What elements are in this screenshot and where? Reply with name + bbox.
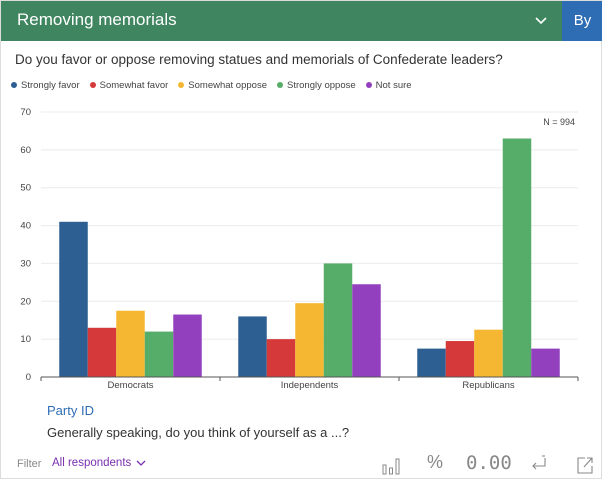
legend-swatch [89, 82, 96, 88]
filter-value: All respondents [52, 457, 132, 469]
bar[interactable] [474, 329, 503, 377]
bar[interactable] [323, 263, 353, 377]
percent-toggle[interactable]: % [427, 452, 444, 472]
bar[interactable] [266, 339, 296, 377]
footer-toolbar: Filter All respondents % 0.00 [1, 450, 602, 480]
bar[interactable] [445, 341, 475, 377]
bar[interactable] [173, 314, 202, 377]
y-tick-label: 10 [20, 334, 31, 345]
filter-label: Filter [17, 458, 42, 470]
chart-title: Removing memorials [17, 10, 177, 29]
expand-icon[interactable] [575, 454, 595, 476]
bar[interactable] [502, 138, 532, 378]
transpose-icon[interactable] [529, 454, 549, 476]
legend-item-strongly-oppose[interactable]: Strongly oppose [276, 79, 356, 91]
bar[interactable] [531, 348, 560, 377]
x-tick-label: Independents [281, 380, 339, 391]
chart-legend: Strongly favor Somewhat favor Somewhat o… [11, 78, 422, 92]
legend-item-strongly-favor[interactable]: Strongly favor [11, 80, 80, 91]
y-tick-label: 20 [20, 296, 31, 307]
y-tick-label: 30 [20, 258, 31, 269]
legend-swatch [178, 82, 185, 88]
filter-dropdown[interactable]: All respondents [52, 457, 146, 469]
legend-label: Strongly favor [21, 79, 80, 91]
legend-label: Somewhat favor [99, 79, 169, 91]
decimals-toggle[interactable]: 0.00 [466, 452, 512, 474]
bar[interactable] [417, 348, 446, 377]
legend-label: Somewhat oppose [188, 79, 267, 91]
y-tick-label: 50 [20, 183, 31, 194]
chevron-down-icon [136, 460, 146, 466]
bar[interactable] [352, 284, 381, 377]
y-tick-label: 40 [20, 221, 31, 232]
legend-swatch [365, 82, 372, 88]
legend-item-somewhat-favor[interactable]: Somewhat favor [89, 79, 169, 91]
bar-chart: 0 10 20 30 40 50 60 70 N = 994 Democrats Independe… [20, 107, 579, 391]
bar[interactable] [59, 221, 88, 377]
legend-swatch [11, 82, 17, 88]
legend-label: Strongly oppose [286, 79, 356, 91]
chevron-down-icon[interactable] [531, 11, 551, 31]
x-axis-title-link[interactable]: Party ID [47, 403, 94, 418]
y-tick-label: 60 [20, 145, 31, 156]
x-tick-label: Republicans [462, 380, 515, 391]
bar[interactable] [144, 331, 174, 377]
x-tick-label: Democrats [108, 380, 154, 391]
legend-item-somewhat-oppose[interactable]: Somewhat oppose [178, 80, 267, 91]
legend-swatch [276, 82, 283, 88]
bar[interactable] [87, 327, 117, 377]
bar-chart-icon[interactable] [381, 454, 401, 476]
legend-label: Not sure [375, 79, 412, 91]
legend-item-not-sure[interactable]: Not sure [365, 79, 412, 91]
card-header: Removing memorials By [1, 1, 602, 41]
bar[interactable] [238, 316, 267, 377]
by-button[interactable]: By [562, 1, 602, 41]
y-tick-label: 70 [20, 107, 31, 118]
y-tick-label: 0 [26, 372, 31, 383]
bar[interactable] [295, 303, 324, 377]
bar[interactable] [116, 310, 145, 377]
x-axis-subtitle: Generally speaking, do you think of your… [47, 425, 350, 440]
question-text: Do you favor or oppose removing statues … [15, 52, 503, 67]
sample-size-annotation: N = 994 [543, 117, 575, 127]
